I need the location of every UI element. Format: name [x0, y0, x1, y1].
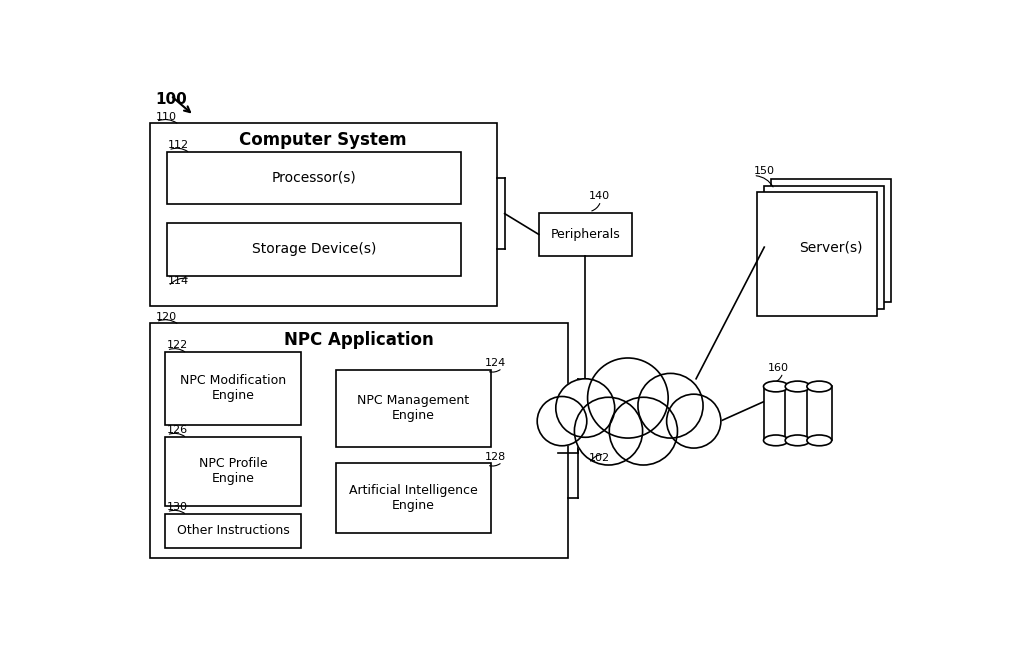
Text: NPC Management
Engine: NPC Management Engine [357, 394, 469, 422]
Bar [336, 370, 490, 447]
Bar [150, 123, 497, 307]
Ellipse shape [764, 381, 788, 392]
Bar [758, 192, 878, 316]
Bar [167, 152, 461, 204]
Bar [165, 513, 301, 548]
Ellipse shape [807, 435, 831, 446]
Text: Processor(s): Processor(s) [271, 171, 356, 185]
Bar [771, 179, 891, 301]
Bar [764, 186, 885, 309]
Text: 128: 128 [484, 452, 506, 462]
Text: 160: 160 [767, 362, 788, 373]
Ellipse shape [807, 381, 831, 392]
Text: 126: 126 [167, 425, 187, 435]
Circle shape [556, 379, 614, 438]
Ellipse shape [785, 381, 810, 392]
Circle shape [609, 397, 678, 465]
Text: NPC Modification
Engine: NPC Modification Engine [180, 374, 286, 402]
Text: Server(s): Server(s) [800, 240, 863, 254]
Bar [807, 387, 831, 440]
Bar [150, 323, 568, 559]
Text: NPC Application: NPC Application [284, 332, 434, 349]
Text: 150: 150 [754, 165, 774, 175]
Bar [165, 352, 301, 425]
Text: Other Instructions: Other Instructions [176, 525, 290, 538]
Circle shape [574, 397, 643, 465]
Text: 140: 140 [589, 191, 610, 201]
Text: 102: 102 [589, 453, 610, 464]
Bar [785, 387, 810, 440]
Ellipse shape [785, 435, 810, 446]
Text: 120: 120 [156, 312, 177, 322]
Bar [764, 387, 788, 440]
Text: Artificial Intelligence
Engine: Artificial Intelligence Engine [349, 484, 477, 512]
Text: 114: 114 [168, 277, 189, 286]
Bar [165, 436, 301, 506]
Text: 110: 110 [156, 112, 177, 122]
Text: Computer System: Computer System [240, 131, 408, 149]
Ellipse shape [764, 435, 788, 446]
Text: 124: 124 [484, 358, 506, 368]
Circle shape [538, 396, 587, 446]
Circle shape [638, 373, 703, 438]
Text: NPC Profile
Engine: NPC Profile Engine [199, 457, 267, 485]
Text: Peripherals: Peripherals [550, 228, 621, 241]
Bar [167, 223, 461, 275]
Text: 122: 122 [167, 340, 188, 351]
Text: Storage Device(s): Storage Device(s) [252, 243, 376, 256]
Text: 130: 130 [167, 502, 187, 512]
Circle shape [588, 358, 669, 438]
Circle shape [667, 394, 721, 448]
Text: 112: 112 [168, 140, 189, 150]
Bar [539, 213, 632, 256]
Bar [336, 464, 490, 533]
Text: 100: 100 [155, 92, 186, 107]
